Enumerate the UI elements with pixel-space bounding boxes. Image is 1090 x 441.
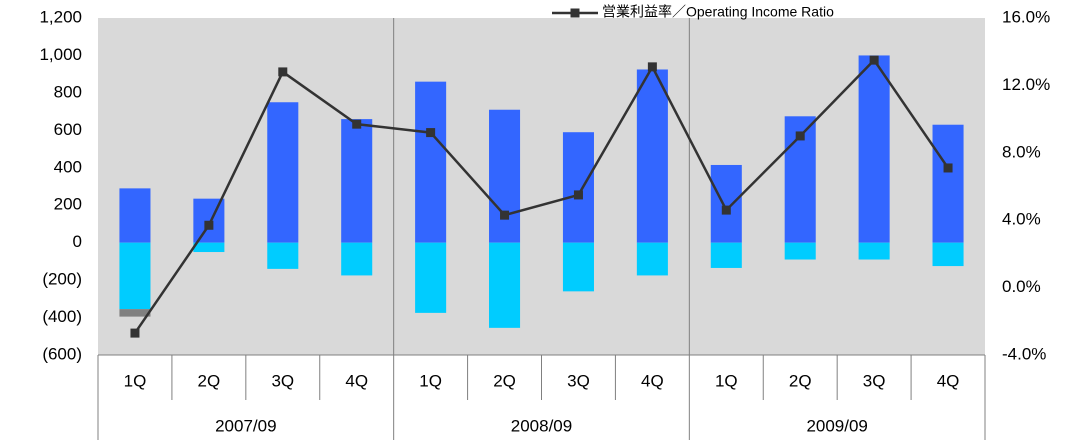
bar (119, 188, 151, 243)
line-marker (795, 131, 805, 141)
x-tick-label: 2Q (493, 371, 516, 390)
bar (489, 109, 521, 243)
bar (710, 242, 742, 268)
bar (562, 132, 594, 243)
y-tick-label: 400 (54, 157, 82, 176)
line-marker (500, 210, 510, 220)
line-marker (943, 163, 953, 173)
x-tick-label: 1Q (124, 371, 147, 390)
y-tick-label: (600) (42, 344, 82, 363)
line-marker (130, 328, 140, 338)
line-marker (573, 190, 583, 200)
x-tick-label: 3Q (271, 371, 294, 390)
x-tick-label: 3Q (863, 371, 886, 390)
bar (636, 242, 668, 276)
legend-label: 営業利益率／Operating Income Ratio (602, 4, 834, 20)
y2-tick-label: 12.0% (1002, 75, 1050, 94)
y2-tick-label: 8.0% (1002, 142, 1041, 161)
legend-marker (570, 8, 580, 18)
y-tick-label: 1,000 (39, 45, 82, 64)
line-marker (721, 205, 731, 215)
line-marker (204, 220, 214, 230)
group-label: 2009/09 (806, 416, 867, 435)
bar (267, 102, 299, 243)
y-tick-label: 800 (54, 82, 82, 101)
group-label: 2007/09 (215, 416, 276, 435)
line-marker (426, 128, 436, 138)
bar (932, 124, 964, 243)
y-tick-label: 1,200 (39, 7, 82, 26)
bar (858, 242, 890, 260)
bar (489, 242, 521, 328)
line-marker (352, 119, 362, 129)
bar (119, 309, 151, 317)
line-marker (278, 67, 288, 77)
bar (119, 242, 151, 310)
x-tick-label: 2Q (789, 371, 812, 390)
x-tick-label: 3Q (567, 371, 590, 390)
y-tick-label: 600 (54, 120, 82, 139)
bar (784, 242, 816, 260)
bar (267, 242, 299, 269)
bar (710, 164, 742, 243)
y2-tick-label: -4.0% (1002, 344, 1046, 363)
line (133, 58, 950, 334)
y-tick-label: (400) (42, 307, 82, 326)
x-tick-label: 1Q (419, 371, 442, 390)
x-tick-label: 1Q (715, 371, 738, 390)
x-tick-label: 4Q (937, 371, 960, 390)
y-tick-label: (200) (42, 270, 82, 289)
group-label: 2008/09 (511, 416, 572, 435)
x-tick-label: 4Q (345, 371, 368, 390)
y-tick-label: 200 (54, 195, 82, 214)
x-tick-label: 4Q (641, 371, 664, 390)
y-tick-label: 0 (73, 232, 82, 251)
line-marker (647, 62, 657, 72)
y2-tick-label: 4.0% (1002, 210, 1041, 229)
plot-area (98, 18, 985, 355)
bar (341, 119, 373, 243)
bar (415, 81, 447, 243)
bar (636, 69, 668, 243)
bar (562, 242, 594, 292)
bar (341, 242, 373, 276)
x-tick-label: 2Q (198, 371, 221, 390)
y2-tick-label: 0.0% (1002, 277, 1041, 296)
line-marker (869, 55, 879, 65)
y2-tick-label: 16.0% (1002, 7, 1050, 26)
bar (932, 242, 964, 267)
bar (193, 242, 225, 253)
bar (858, 55, 890, 243)
bar (415, 242, 447, 313)
